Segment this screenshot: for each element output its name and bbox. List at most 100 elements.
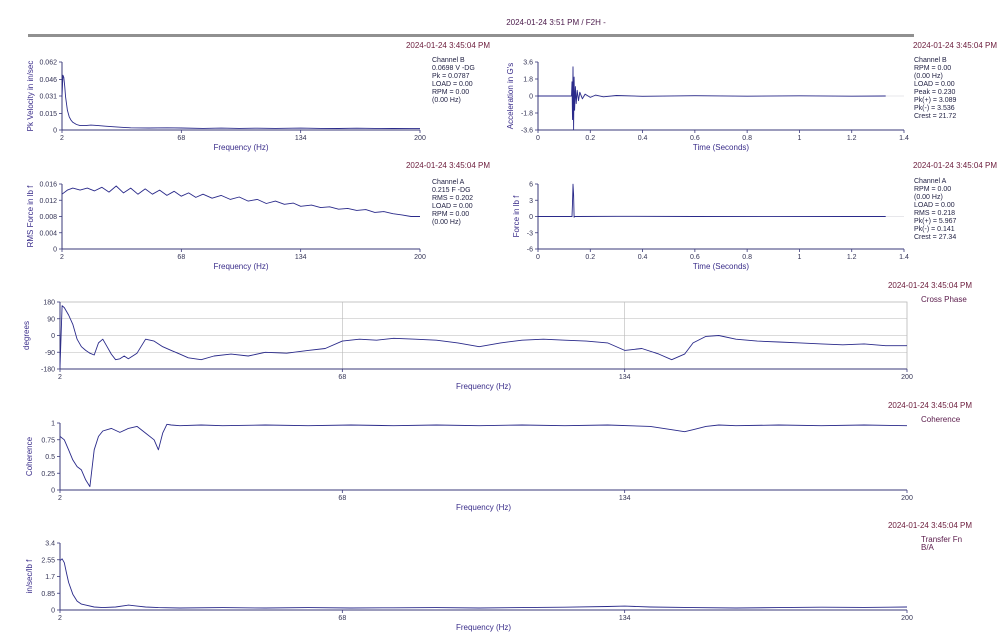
- y-axis-label: in/sec/lb f: [25, 559, 34, 594]
- y-axis-label: degrees: [22, 321, 31, 350]
- chart-info-line: Channel A: [432, 179, 465, 186]
- header-rule: [28, 34, 914, 37]
- report-title: 2024-01-24 3:51 PM / F2H -: [506, 18, 606, 27]
- chart-info-line: Channel B: [914, 57, 947, 64]
- chart-force-time: -6 -3 0 3 6 0 0.2 0.4 0.6 0.8 1 1.2 1.4 Time (Seconds…: [512, 161, 997, 271]
- y-tick-label: 0: [53, 247, 57, 254]
- chart-pk-velocity: 0 0.015 0.031 0.046 0.062 2 68 134 200 Frequency …: [26, 41, 490, 152]
- x-tick-label: 134: [619, 615, 631, 622]
- x-axis-label: Time (Seconds): [693, 143, 750, 152]
- y-tick-label: 0: [53, 128, 57, 135]
- chart-timestamp: 2024-01-24 3:45:04 PM: [888, 401, 972, 410]
- chart-label: Coherence: [921, 415, 961, 424]
- y-tick-label: 0: [529, 94, 533, 101]
- y-tick-label: 1.8: [523, 77, 533, 84]
- x-tick-label: 68: [338, 374, 346, 381]
- chart-info-line: (0.00 Hz): [914, 73, 943, 80]
- y-tick-label: 0.015: [39, 111, 57, 118]
- y-tick-label: 0.062: [39, 60, 57, 67]
- x-tick-label: 200: [414, 135, 426, 142]
- x-tick-label: 200: [414, 254, 426, 261]
- x-tick-label: 68: [338, 615, 346, 622]
- x-tick-label: 0.6: [690, 135, 700, 142]
- y-axis-label: RMS Force in lb f: [26, 185, 35, 248]
- y-tick-label: 180: [43, 300, 55, 307]
- x-tick-label: 1.4: [899, 254, 909, 261]
- chart-cross-phase: -180 -90 0 90 180 2 68 134 200 Frequency (Hz) degr…: [22, 281, 972, 391]
- series-line: [59, 423, 908, 488]
- chart-info-line: Channel B: [432, 57, 465, 64]
- y-tick-label: 0.031: [39, 94, 57, 101]
- x-tick-label: 1: [797, 254, 801, 261]
- x-axis-label: Time (Seconds): [693, 262, 750, 271]
- chart-info-line: Crest = 27.34: [914, 234, 956, 241]
- x-tick-label: 68: [338, 495, 346, 502]
- chart-timestamp: 2024-01-24 3:45:04 PM: [406, 41, 490, 50]
- y-tick-label: -6: [527, 247, 533, 254]
- y-tick-label: 0.75: [41, 437, 55, 444]
- chart-info-line: LOAD = 0.00: [914, 81, 955, 88]
- chart-info-line: Pk(-) = 3.536: [914, 105, 955, 112]
- y-tick-label: 0: [51, 488, 55, 495]
- x-tick-label: 2: [58, 495, 62, 502]
- chart-info-line: 0.0698 V -DG: [432, 65, 475, 72]
- chart-timestamp: 2024-01-24 3:45:04 PM: [913, 161, 997, 170]
- chart-coherence: 0 0.25 0.5 0.75 1 2 68 134 200 Frequency (Hz) Cohe…: [25, 401, 972, 512]
- y-tick-label: 0.85: [41, 591, 55, 598]
- x-tick-label: 0.6: [690, 254, 700, 261]
- y-tick-label: 0.012: [39, 198, 57, 205]
- chart-info-line: (0.00 Hz): [432, 97, 461, 104]
- x-tick-label: 2: [60, 254, 64, 261]
- chart-info-line: Pk(+) = 3.089: [914, 97, 957, 104]
- x-tick-label: 68: [177, 254, 185, 261]
- series-line: [59, 305, 907, 368]
- y-axis-label: Force in lb f: [512, 195, 521, 238]
- x-tick-label: 200: [901, 495, 913, 502]
- chart-info-line: RMS = 0.202: [432, 195, 473, 202]
- chart-timestamp: 2024-01-24 3:45:04 PM: [406, 161, 490, 170]
- x-tick-label: 0.2: [585, 254, 595, 261]
- y-tick-label: 0.25: [41, 471, 55, 478]
- x-tick-label: 1.2: [847, 254, 857, 261]
- y-tick-label: 90: [47, 316, 55, 323]
- x-tick-label: 0: [536, 254, 540, 261]
- chart-transfer-fn: 0 0.85 1.7 2.55 3.4 2 68 134 200 Frequency (Hz) in…: [25, 521, 972, 632]
- y-tick-label: 0.046: [39, 77, 57, 84]
- series-line: [538, 183, 886, 218]
- chart-info-line: (0.00 Hz): [432, 219, 461, 226]
- chart-info-line: LOAD = 0.00: [914, 202, 955, 209]
- chart-info-line: Pk(-) = 0.141: [914, 226, 955, 233]
- chart-info-line: Pk = 0.0787: [432, 73, 470, 80]
- chart-info-line: Peak = 0.230: [914, 89, 956, 96]
- chart-info-line: RMS = 0.218: [914, 210, 955, 217]
- y-tick-label: -180: [41, 367, 55, 374]
- y-tick-label: -3: [527, 230, 533, 237]
- chart-info-line: RPM = 0.00: [432, 89, 469, 96]
- y-tick-label: 0: [51, 333, 55, 340]
- x-tick-label: 0.4: [638, 135, 648, 142]
- chart-info-line: RPM = 0.00: [914, 186, 951, 193]
- y-tick-label: -1.8: [521, 111, 533, 118]
- y-tick-label: 3.4: [45, 541, 55, 548]
- x-axis-label: Frequency (Hz): [456, 623, 511, 632]
- x-axis-label: Frequency (Hz): [456, 382, 511, 391]
- series-line: [61, 74, 420, 129]
- chart-info-line: LOAD = 0.00: [432, 203, 473, 210]
- chart-acceleration: -3.6 -1.8 0 1.8 3.6 0 0.2 0.4 0.6 0.8 1 1.2 1.4 Time …: [506, 41, 997, 152]
- y-tick-label: 3.6: [523, 60, 533, 67]
- chart-timestamp: 2024-01-24 3:45:04 PM: [888, 521, 972, 530]
- x-tick-label: 134: [619, 495, 631, 502]
- chart-info-line: Crest = 21.72: [914, 113, 956, 120]
- y-tick-label: 0.008: [39, 214, 57, 221]
- series-line: [59, 558, 908, 609]
- x-tick-label: 0.2: [585, 135, 595, 142]
- x-tick-label: 68: [177, 135, 185, 142]
- y-tick-label: 1: [51, 421, 55, 428]
- y-tick-label: 0.5: [45, 454, 55, 461]
- y-tick-label: 0.016: [39, 182, 57, 189]
- y-tick-label: 3: [529, 198, 533, 205]
- x-tick-label: 200: [901, 615, 913, 622]
- x-tick-label: 1.2: [847, 135, 857, 142]
